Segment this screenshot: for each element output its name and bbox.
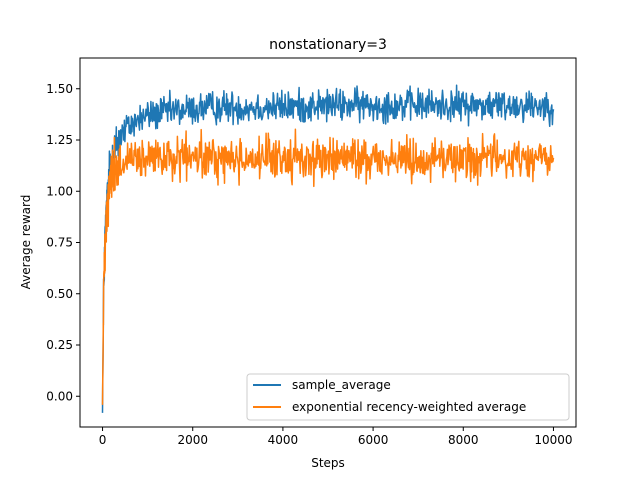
y-tick-label: 1.25	[46, 133, 73, 147]
y-tick-label: 1.00	[46, 184, 73, 198]
x-tick-label: 2000	[177, 433, 208, 447]
series-line-sample-average	[101, 84, 555, 413]
legend-label-exponential-average: exponential recency-weighted average	[292, 400, 526, 414]
legend-label-sample-average: sample_average	[292, 378, 391, 392]
x-tick-label: 6000	[358, 433, 389, 447]
x-tick-label: 0	[99, 433, 107, 447]
x-tick-label: 8000	[448, 433, 479, 447]
chart-title: nonstationary=3	[269, 37, 387, 53]
x-tick-label: 10000	[534, 433, 572, 447]
y-axis-label: Average reward	[19, 195, 33, 290]
x-axis: 0 2000 4000 6000 8000 10000	[99, 427, 573, 447]
legend: sample_average exponential recency-weigh…	[246, 373, 570, 421]
series-layer	[101, 84, 555, 413]
x-axis-label: Steps	[311, 456, 345, 470]
y-tick-label: 1.50	[46, 82, 73, 96]
y-axis: 0.00 0.25 0.50 0.75 1.00 1.25 1.50	[46, 82, 80, 403]
y-tick-label: 0.25	[46, 338, 73, 352]
x-tick-label: 4000	[268, 433, 299, 447]
legend-box	[246, 373, 570, 421]
y-tick-label: 0.75	[46, 236, 73, 250]
y-tick-label: 0.50	[46, 287, 73, 301]
series-line-exponential-recency-weighted-average	[101, 128, 555, 405]
y-tick-label: 0.00	[46, 389, 73, 403]
